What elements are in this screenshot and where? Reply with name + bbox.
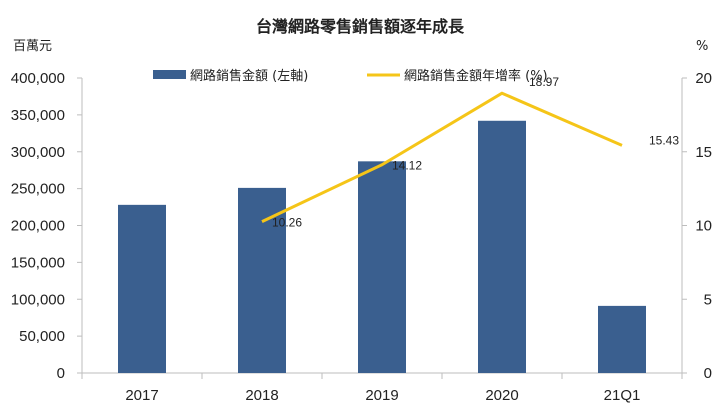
left-tick-label: 200,000 (11, 218, 65, 235)
x-tick-label: 2019 (365, 387, 398, 404)
legend: 網路銷售金額 (左軸) 網路銷售金額年增率 (%) (153, 68, 548, 84)
bar (358, 161, 406, 373)
line-data-label: 15.43 (649, 133, 679, 147)
left-tick-label: 100,000 (11, 291, 65, 308)
right-tick-label: 20 (695, 70, 712, 87)
bar (238, 187, 286, 373)
right-tick-label: 15 (695, 144, 712, 161)
left-axis-unit: 百萬元 (13, 39, 52, 54)
left-tick-label: 50,000 (19, 328, 65, 345)
left-tick-label: 350,000 (11, 107, 65, 124)
data-labels: 10.26 14.12 18.97 15.43 (272, 75, 679, 229)
right-tick-label: 10 (695, 218, 712, 235)
left-tick-label: 300,000 (11, 144, 65, 161)
left-tick-label: 400,000 (11, 70, 65, 87)
bar (478, 120, 526, 374)
axes: 0 50,000 100,000 150,000 200,000 250,000 300,0… (11, 70, 712, 404)
line-data-label: 10.26 (272, 216, 302, 230)
x-tick-label: 2017 (125, 387, 158, 404)
right-tick-label: 5 (704, 291, 712, 308)
x-tick-label: 21Q1 (604, 387, 641, 404)
chart-title: 台灣網路零售銷售額逐年成長 (256, 17, 465, 36)
legend-bar-swatch (153, 70, 186, 79)
x-tick-label: 2018 (245, 387, 278, 404)
legend-line-label: 網路銷售金額年增率 (%) (404, 68, 548, 84)
legend-bar-label: 網路銷售金額 (左軸) (190, 68, 308, 84)
growth-line (261, 91, 623, 224)
bar-series (118, 120, 646, 374)
line-data-label: 18.97 (529, 75, 559, 89)
line-data-label: 14.12 (392, 159, 422, 173)
left-tick-label: 250,000 (11, 181, 65, 198)
bar (118, 204, 166, 373)
bar (598, 305, 646, 373)
x-tick-label: 2020 (485, 387, 518, 404)
right-tick-label: 0 (704, 365, 712, 382)
left-tick-label: 0 (57, 365, 65, 382)
line-series (261, 91, 623, 224)
right-axis-unit: % (696, 39, 708, 54)
left-tick-label: 150,000 (11, 254, 65, 271)
